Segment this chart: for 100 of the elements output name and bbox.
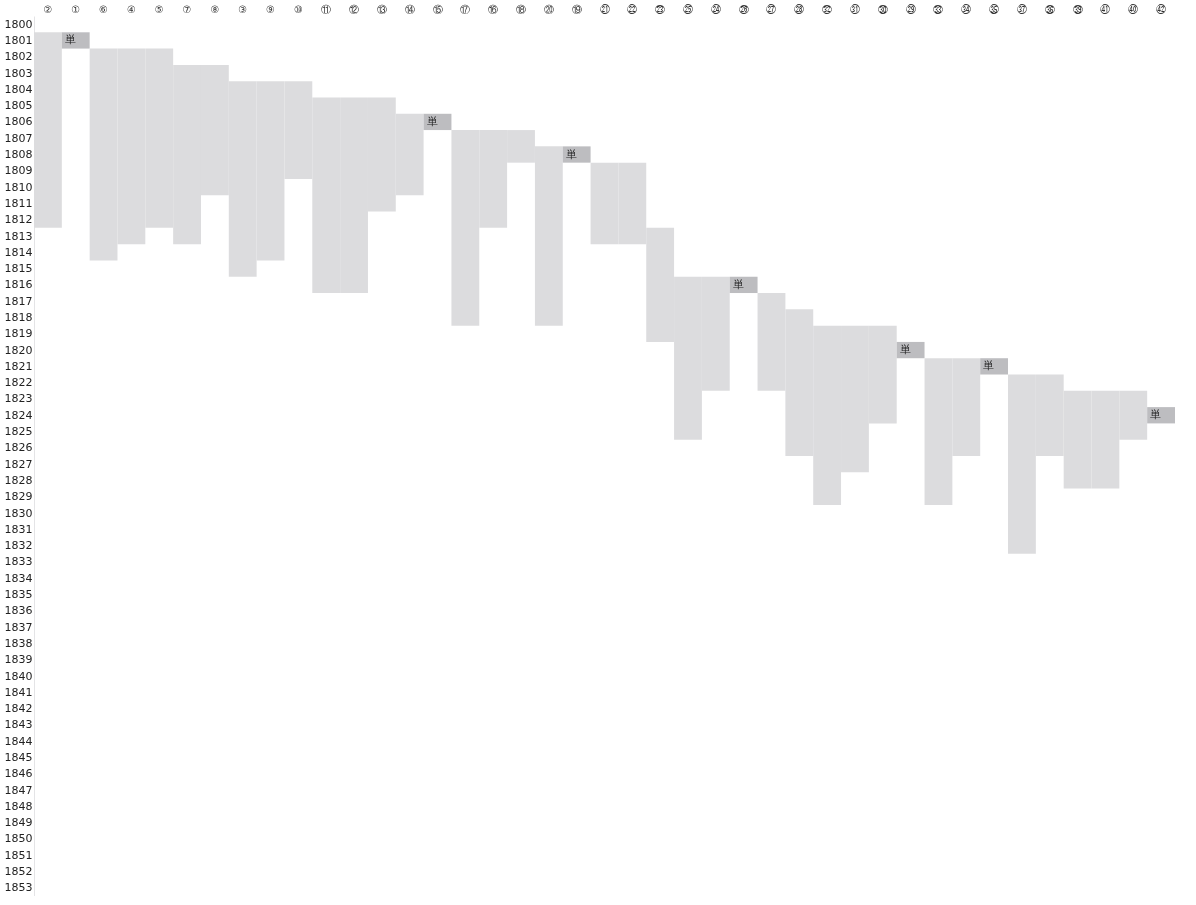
y-tick-label: 1841 xyxy=(4,685,33,699)
y-tick-label: 1840 xyxy=(4,669,33,683)
y-tick-label: 1801 xyxy=(4,33,33,47)
x-tick-label: ㊷ xyxy=(1156,3,1167,15)
x-tick-label: ③ xyxy=(238,3,248,15)
y-tick-label: 1843 xyxy=(4,718,33,732)
x-tick-label: ㊲ xyxy=(1016,3,1027,15)
y-tick-label: 1834 xyxy=(4,571,33,585)
x-tick-label: ㉚ xyxy=(877,3,888,15)
y-tick-label: 1846 xyxy=(4,767,33,781)
y-tick-label: 1812 xyxy=(4,213,33,227)
y-tick-label: 1800 xyxy=(4,17,33,31)
x-tick-label: ㉛ xyxy=(849,3,860,15)
x-tick-label: ㉟ xyxy=(989,3,1000,15)
x-tick-label: ⑳ xyxy=(543,3,554,15)
x-tick-label: ㉗ xyxy=(766,3,777,15)
y-tick-label: 1814 xyxy=(4,245,33,259)
bar xyxy=(562,146,591,163)
y-tick-label: 1802 xyxy=(4,50,33,64)
x-tick-label: ① xyxy=(71,3,81,15)
y-tick-label: 1837 xyxy=(4,620,33,634)
x-tick-label: ㉔ xyxy=(710,3,721,15)
x-tick-label: ㉒ xyxy=(627,3,638,15)
y-tick-label: 1852 xyxy=(4,865,33,879)
y-tick-label: 1830 xyxy=(4,506,33,520)
y-tick-label: 1833 xyxy=(4,555,33,569)
bar xyxy=(980,358,1009,375)
y-tick-label: 1842 xyxy=(4,702,33,716)
y-tick-label: 1810 xyxy=(4,180,33,194)
data-label: 単 xyxy=(426,114,438,128)
y-tick-label: 1816 xyxy=(4,278,33,292)
x-tick-label: ⑱ xyxy=(516,3,527,15)
y-tick-label: 1813 xyxy=(4,229,33,243)
x-tick-label: ⑧ xyxy=(210,3,220,15)
bar xyxy=(61,32,90,49)
y-tick-label: 1836 xyxy=(4,604,33,618)
y-tick-label: 1821 xyxy=(4,359,33,373)
data-label: 単 xyxy=(983,359,995,373)
x-tick-label: ㊴ xyxy=(1072,3,1083,15)
y-tick-label: 1825 xyxy=(4,425,33,439)
y-tick-label: 1803 xyxy=(4,66,33,80)
y-tick-label: 1823 xyxy=(4,392,33,406)
y-tick-label: 1815 xyxy=(4,262,33,276)
data-label: 単 xyxy=(565,147,577,161)
x-tick-label: ㊵ xyxy=(1128,3,1139,15)
x-tick-label: ㉝ xyxy=(933,3,944,15)
x-tick-label: ㉖ xyxy=(738,3,749,15)
y-tick-label: 1817 xyxy=(4,294,33,308)
data-label: 単 xyxy=(1150,408,1162,422)
x-tick-label: ㊶ xyxy=(1100,3,1111,15)
y-tick-label: 1850 xyxy=(4,832,33,846)
x-tick-label: ㉘ xyxy=(794,3,805,15)
y-tick-label: 1853 xyxy=(4,881,33,895)
x-tick-label: ⑦ xyxy=(182,3,192,15)
data-label: 単 xyxy=(899,343,911,357)
y-tick-label: 1805 xyxy=(4,99,33,113)
y-tick-label: 1827 xyxy=(4,457,33,471)
y-tick-label: 1835 xyxy=(4,588,33,602)
y-tick-label: 1831 xyxy=(4,522,33,536)
x-tick-label: ⑬ xyxy=(376,3,387,15)
x-tick-label: ㉜ xyxy=(822,3,833,15)
y-tick-label: 1829 xyxy=(4,490,33,504)
x-tick-label: ⑥ xyxy=(99,3,109,15)
y-tick-label: 1807 xyxy=(4,131,33,145)
y-tick-label: 1848 xyxy=(4,799,33,813)
x-tick-label: ⑤ xyxy=(154,3,164,15)
x-tick-label: ㉕ xyxy=(682,3,693,15)
y-tick-label: 1824 xyxy=(4,408,33,422)
y-tick-label: 1811 xyxy=(4,196,33,210)
x-tick-label: ⑲ xyxy=(571,3,582,15)
y-tick-label: 1845 xyxy=(4,750,33,764)
x-tick-label: ⑩ xyxy=(293,3,303,15)
x-tick-label: ㉙ xyxy=(905,3,916,15)
x-tick-label: ㉓ xyxy=(655,3,666,15)
x-tick-label: ⑫ xyxy=(349,3,360,15)
y-tick-label: 1847 xyxy=(4,783,33,797)
x-tick-label: ② xyxy=(43,3,53,15)
data-label: 単 xyxy=(64,33,76,47)
y-tick-label: 1826 xyxy=(4,441,33,455)
y-tick-label: 1832 xyxy=(4,539,33,553)
y-tick-label: 1818 xyxy=(4,310,33,324)
y-tick-label: 1828 xyxy=(4,473,33,487)
x-tick-label: ⑯ xyxy=(488,3,499,15)
x-tick-label: ④ xyxy=(126,3,136,15)
y-tick-label: 1839 xyxy=(4,653,33,667)
y-tick-label: 1804 xyxy=(4,82,33,96)
y-tick-label: 1809 xyxy=(4,164,33,178)
x-tick-label: ⑭ xyxy=(404,3,415,15)
y-tick-label: 1838 xyxy=(4,636,33,650)
y-tick-label: 1822 xyxy=(4,376,33,390)
x-tick-label: ㊱ xyxy=(1044,3,1055,15)
y-tick-label: 1806 xyxy=(4,115,33,129)
y-tick-label: 1819 xyxy=(4,327,33,341)
y-tick-label: 1851 xyxy=(4,848,33,862)
y-tick-label: 1849 xyxy=(4,816,33,830)
y-tick-label: 1808 xyxy=(4,148,33,162)
x-tick-label: ⑰ xyxy=(460,3,471,15)
data-label: 単 xyxy=(732,277,744,291)
x-tick-label: ⑨ xyxy=(266,3,276,15)
x-tick-label: ⑮ xyxy=(432,3,443,15)
